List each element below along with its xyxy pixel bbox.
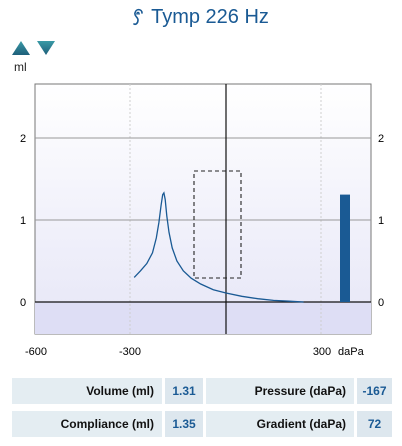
x-unit-label: daPa bbox=[338, 346, 365, 358]
tymp-box bbox=[193, 170, 242, 279]
pressure-value: -167 bbox=[357, 378, 392, 404]
measurement-table: Volume (ml) 1.31 Pressure (daPa) -167 Co… bbox=[12, 378, 392, 438]
y-unit-label: ml bbox=[14, 60, 27, 74]
compliance-value: 1.35 bbox=[165, 411, 203, 437]
y-tick-left-0: 0 bbox=[20, 297, 26, 309]
x-tick-minus300: -300 bbox=[119, 346, 141, 358]
scale-down-button[interactable] bbox=[36, 40, 56, 61]
tympanogram-chart: 0 1 2 0 1 2 -600 -300 300 daPa bbox=[20, 83, 384, 358]
volume-label: Volume (ml) bbox=[12, 378, 162, 404]
ear-icon bbox=[133, 7, 145, 27]
y-tick-right-2: 2 bbox=[378, 133, 384, 145]
negative-region bbox=[35, 302, 371, 334]
y-tick-right-1: 1 bbox=[378, 215, 384, 227]
gradient-label: Gradient (daPa) bbox=[206, 411, 354, 437]
volume-bar bbox=[340, 194, 350, 302]
volume-value: 1.31 bbox=[165, 378, 203, 404]
x-tick-plus300: 300 bbox=[313, 346, 331, 358]
gradient-value: 72 bbox=[357, 411, 392, 437]
pressure-label: Pressure (daPa) bbox=[206, 378, 354, 404]
plot-area bbox=[34, 83, 372, 335]
triangle-down-icon bbox=[37, 41, 55, 55]
scale-up-button[interactable] bbox=[11, 40, 31, 61]
y-tick-left-1: 1 bbox=[20, 215, 26, 227]
tymp-curve bbox=[133, 191, 304, 303]
compliance-label: Compliance (ml) bbox=[12, 411, 162, 437]
page-title: Tymp 226 Hz bbox=[151, 5, 269, 28]
triangle-up-icon bbox=[12, 41, 30, 55]
x-tick-minus600: -600 bbox=[25, 346, 47, 358]
app-header: Tymp 226 Hz bbox=[0, 0, 402, 34]
y-tick-right-0: 0 bbox=[378, 297, 384, 309]
y-tick-left-2: 2 bbox=[20, 133, 26, 145]
